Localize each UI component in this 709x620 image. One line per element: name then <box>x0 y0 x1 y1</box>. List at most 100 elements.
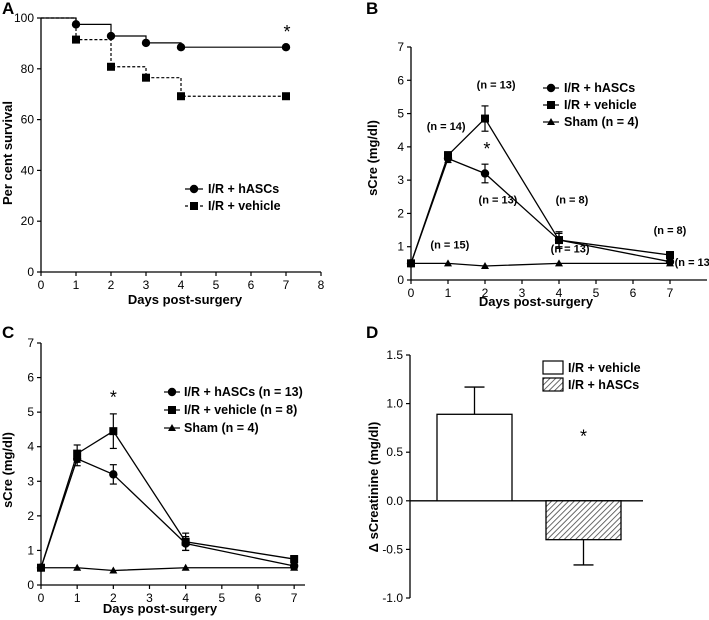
panel-d-y-tick-label: -0.5 <box>382 542 403 556</box>
panel-a-series-1-point <box>106 31 116 41</box>
panel-c-y-tick-label: 6 <box>27 371 34 385</box>
panel-a-x-tick-label: 6 <box>248 278 255 292</box>
panel-c-legend-marker <box>168 424 176 431</box>
panel-c-series-1-point <box>109 470 118 479</box>
panel-a-series-1-point <box>176 43 186 52</box>
panel-b-x-tick-label: 0 <box>408 286 415 300</box>
panel-a-x-tick-label: 2 <box>108 278 115 292</box>
panel-b-x-tick-label: 3 <box>519 286 526 300</box>
panel-b-n-label: (n = 13) <box>477 80 516 92</box>
panel-label-c: C <box>2 323 14 342</box>
panel-a-series-line-2 <box>41 17 286 97</box>
panel-b-x-tick-label: 7 <box>667 286 674 300</box>
panel-c-legend-vehicle: I/R + vehicle (n = 8) <box>184 403 297 417</box>
panel-a-x-tick-label: 0 <box>38 278 45 292</box>
panel-b-legend-vehicle: I/R + vehicle <box>564 98 637 112</box>
panel-c-significance-star: * <box>110 388 117 408</box>
panel-b-legend-marker <box>547 101 555 109</box>
panel-a-x-tick-label: 1 <box>73 278 80 292</box>
panel-d-significance-star: * <box>580 426 587 446</box>
panel-d-legend-vehicle: I/R + vehicle <box>568 361 641 375</box>
panel-c-x-tick-label: 7 <box>291 591 298 605</box>
panel-d-y-tick-label: 1.0 <box>386 397 403 411</box>
panel-a-y-tick-label: 20 <box>21 214 35 228</box>
panel-d-bar-chart: Δ sCreatinine (mg/dl) I/R + vehicle I/R … <box>366 348 643 605</box>
panel-d-y-tick-label: 0.0 <box>386 494 403 508</box>
panel-a-legend-hascs: I/R + hASCs <box>208 182 279 196</box>
panel-a-y-tick-label: 60 <box>21 113 35 127</box>
panel-c-legend-marker <box>167 387 177 397</box>
panel-b-y-tick-label: 1 <box>397 240 404 254</box>
panel-c-x-tick-label: 2 <box>110 591 117 605</box>
panel-b-x-tick-label: 1 <box>445 286 452 300</box>
panel-d-bar-2 <box>545 500 622 541</box>
panel-b-x-tick-label: 5 <box>593 286 600 300</box>
panel-label-b: B <box>366 0 378 18</box>
panel-a-y-tick-label: 40 <box>21 163 35 177</box>
panel-a-significance-star: * <box>283 22 290 42</box>
panel-c-series-3-point <box>181 563 190 571</box>
panel-b-series-2-point <box>481 114 489 123</box>
panel-b-scre-chart: Days post-surgery sCre (mg/dl) I/R + hAS… <box>365 40 709 309</box>
panel-a-y-tick-label: 80 <box>21 62 35 76</box>
panel-a-legend-marker <box>189 184 199 194</box>
panel-c-xlabel: Days post-surgery <box>103 601 218 616</box>
panel-b-series-3-point <box>407 259 415 267</box>
panel-c-series-3-point <box>290 563 299 571</box>
panel-d-legend-hascs: I/R + hASCs <box>568 378 639 392</box>
panel-c-series-2-point <box>181 537 190 546</box>
panel-b-n-label: (n = 8) <box>556 194 589 206</box>
panel-b-y-tick-label: 3 <box>397 173 404 187</box>
panel-c-x-tick-label: 3 <box>146 591 153 605</box>
panel-b-y-tick-label: 4 <box>397 140 404 154</box>
panel-c-x-tick-label: 5 <box>218 591 225 605</box>
panel-b-significance-star: * <box>483 139 490 159</box>
panel-a-series-1-point <box>281 43 291 52</box>
panel-b-y-tick-label: 7 <box>397 40 404 54</box>
panel-c-x-tick-label: 6 <box>255 591 262 605</box>
panel-c-series-3-point <box>109 566 118 574</box>
panel-a-y-tick-label: 100 <box>14 11 34 25</box>
panel-c-x-tick-label: 1 <box>74 591 81 605</box>
panel-c-series-3-point <box>73 563 82 571</box>
panel-b-n-label: (n = 13) <box>479 194 518 206</box>
panel-d-legend-swatch-hascs <box>542 377 564 392</box>
panel-c-y-tick-label: 7 <box>27 336 34 350</box>
panel-b-x-tick-label: 4 <box>556 286 563 300</box>
panel-c-y-tick-label: 2 <box>27 509 34 523</box>
panel-b-series-2-point <box>444 151 452 160</box>
panel-b-x-tick-label: 2 <box>482 286 489 300</box>
panel-b-series-3-point <box>481 262 489 270</box>
panel-a-series-2-point <box>142 73 150 82</box>
panel-b-legend-marker <box>547 118 555 125</box>
panel-b-y-tick-label: 5 <box>397 107 404 121</box>
panel-a-series-2-point <box>107 62 115 71</box>
panel-d-y-tick-label: 1.5 <box>386 348 403 362</box>
panel-label-d: D <box>366 323 378 342</box>
panel-c-x-tick-label: 4 <box>182 591 189 605</box>
panel-c-series-3-point <box>37 563 45 571</box>
panel-c-scre-chart: Days post-surgery sCre (mg/dl) I/R + hAS… <box>0 336 305 616</box>
panel-b-series-3-point <box>555 259 563 267</box>
panel-a-series-2-point <box>72 35 80 44</box>
panel-a-legend-marker <box>190 202 198 210</box>
panel-a-x-tick-label: 4 <box>178 278 185 292</box>
panel-a-series-1-point <box>141 38 151 48</box>
panel-c-y-tick-label: 4 <box>27 440 34 454</box>
panel-b-n-label: (n = 13) <box>551 244 590 256</box>
panel-a-survival-chart: Days post-surgery Per cent survival I/R … <box>0 11 325 307</box>
panel-c-y-tick-label: 5 <box>27 405 34 419</box>
panel-c-series-2-point <box>73 449 82 458</box>
panel-c-x-tick-label: 0 <box>38 591 45 605</box>
panel-d-ylabel: Δ sCreatinine (mg/dl) <box>366 422 381 553</box>
panel-b-x-tick-label: 6 <box>630 286 637 300</box>
panel-a-ylabel: Per cent survival <box>0 101 15 205</box>
panel-c-legend-marker <box>168 406 176 414</box>
panel-b-n-label: (n = 15) <box>430 239 469 251</box>
panel-a-x-tick-label: 7 <box>283 278 290 292</box>
panel-a-series-2-point <box>282 92 290 101</box>
panel-b-n-label: (n = 13) <box>675 257 709 269</box>
panel-label-a: A <box>2 0 14 18</box>
panel-c-ylabel: sCre (mg/dl) <box>0 432 15 508</box>
